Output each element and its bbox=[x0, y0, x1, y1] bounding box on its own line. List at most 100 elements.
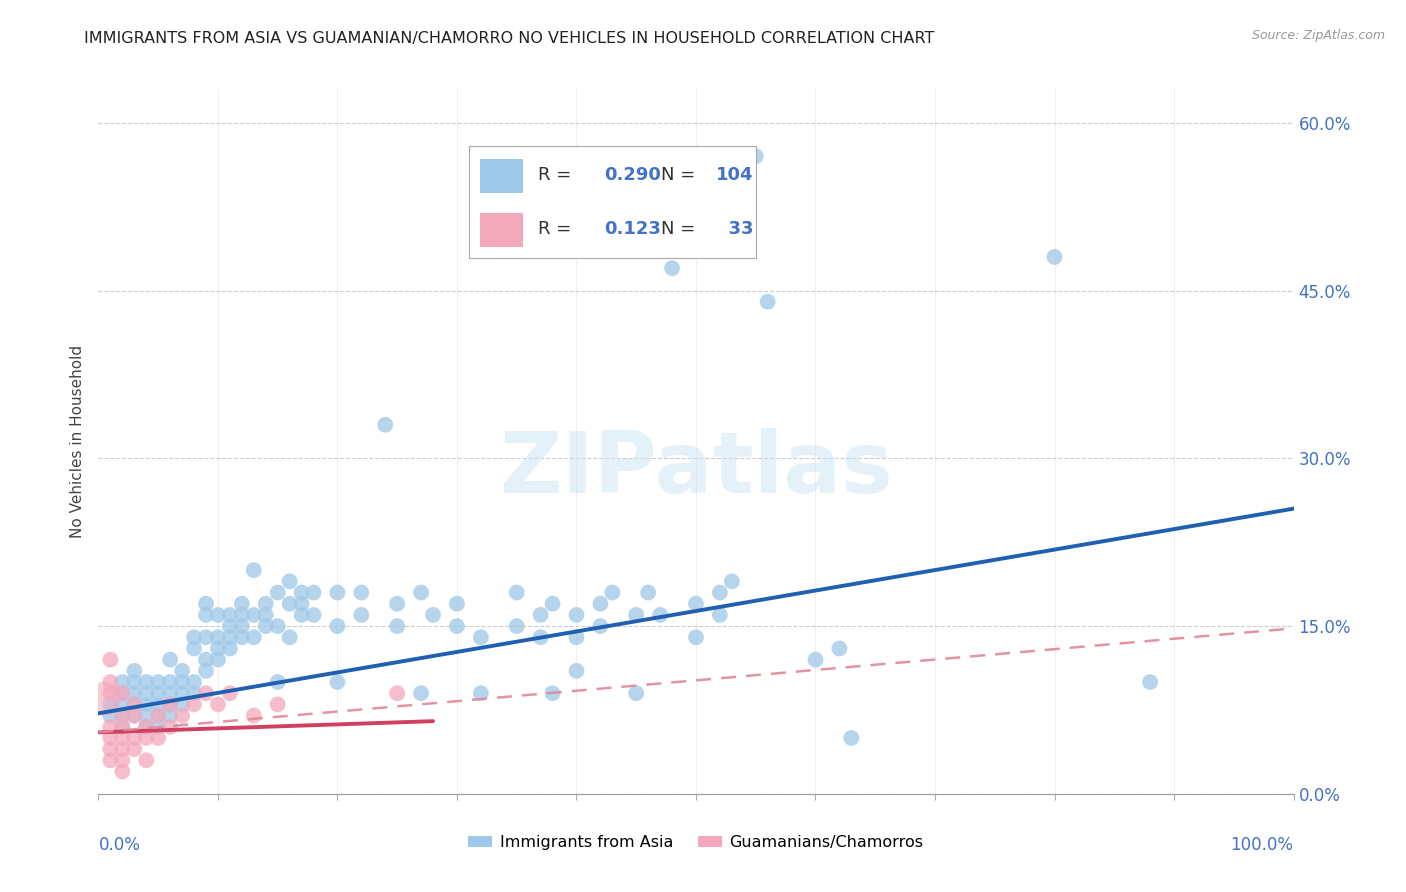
Point bbox=[411, 585, 433, 599]
Point bbox=[135, 686, 157, 700]
Point bbox=[385, 686, 409, 700]
Point bbox=[159, 698, 181, 712]
Point bbox=[172, 686, 194, 700]
Point bbox=[446, 619, 468, 633]
Point bbox=[195, 630, 218, 644]
Point bbox=[135, 731, 157, 745]
Point bbox=[98, 720, 122, 734]
Point bbox=[207, 698, 229, 712]
Point bbox=[756, 294, 779, 309]
Point bbox=[291, 597, 314, 611]
Point bbox=[207, 641, 229, 656]
Point bbox=[98, 753, 122, 767]
Point bbox=[530, 607, 553, 622]
Text: N =: N = bbox=[661, 166, 702, 184]
Point bbox=[159, 708, 181, 723]
Point bbox=[231, 630, 253, 644]
Point bbox=[565, 607, 588, 622]
Text: ZIPatlas: ZIPatlas bbox=[499, 428, 893, 511]
Point bbox=[172, 708, 194, 723]
Point bbox=[267, 585, 290, 599]
Point bbox=[219, 641, 242, 656]
Point bbox=[195, 664, 218, 678]
Point bbox=[124, 731, 146, 745]
Point bbox=[541, 597, 564, 611]
Point bbox=[183, 641, 205, 656]
Point bbox=[124, 742, 146, 756]
Point bbox=[278, 574, 301, 589]
Point bbox=[148, 675, 170, 690]
Text: Source: ZipAtlas.com: Source: ZipAtlas.com bbox=[1251, 29, 1385, 42]
Point bbox=[135, 753, 157, 767]
Point bbox=[183, 686, 205, 700]
Point bbox=[243, 607, 266, 622]
Point bbox=[291, 607, 314, 622]
Point bbox=[302, 585, 325, 599]
Point bbox=[661, 216, 683, 230]
Point bbox=[159, 675, 181, 690]
Point bbox=[124, 686, 146, 700]
Point bbox=[148, 686, 170, 700]
Point bbox=[159, 653, 181, 667]
Point bbox=[1043, 250, 1066, 264]
Text: N =: N = bbox=[661, 220, 702, 238]
Point bbox=[111, 675, 134, 690]
Point bbox=[506, 619, 529, 633]
Legend: Immigrants from Asia, Guamanians/Chamorros: Immigrants from Asia, Guamanians/Chamorr… bbox=[463, 829, 929, 856]
Point bbox=[98, 686, 122, 700]
Point bbox=[172, 698, 194, 712]
Point bbox=[124, 708, 146, 723]
Text: 0.0%: 0.0% bbox=[98, 836, 141, 855]
Point bbox=[111, 686, 134, 700]
Point bbox=[111, 708, 134, 723]
Point bbox=[148, 698, 170, 712]
Text: 104: 104 bbox=[716, 166, 754, 184]
Point bbox=[565, 630, 588, 644]
Text: 0.290: 0.290 bbox=[603, 166, 661, 184]
Bar bbox=[481, 159, 523, 193]
Point bbox=[183, 675, 205, 690]
Point bbox=[159, 698, 181, 712]
Point bbox=[135, 708, 157, 723]
Point bbox=[841, 731, 863, 745]
Point bbox=[135, 720, 157, 734]
Point bbox=[135, 698, 157, 712]
Point bbox=[422, 607, 444, 622]
Point bbox=[195, 597, 218, 611]
Point bbox=[685, 597, 707, 611]
Point bbox=[243, 708, 266, 723]
Point bbox=[709, 607, 731, 622]
Point bbox=[302, 607, 325, 622]
Point bbox=[709, 585, 731, 599]
Point bbox=[219, 630, 242, 644]
Y-axis label: No Vehicles in Household: No Vehicles in Household bbox=[70, 345, 86, 538]
Point bbox=[411, 686, 433, 700]
Point bbox=[148, 731, 170, 745]
Point bbox=[124, 698, 146, 712]
Point bbox=[98, 731, 122, 745]
Point bbox=[721, 574, 744, 589]
Point bbox=[648, 607, 672, 622]
Point bbox=[254, 597, 277, 611]
Point bbox=[124, 664, 146, 678]
Point bbox=[98, 742, 122, 756]
Point bbox=[135, 675, 157, 690]
Point bbox=[589, 597, 612, 611]
Point bbox=[1139, 675, 1161, 690]
Point bbox=[385, 597, 409, 611]
Point bbox=[124, 698, 146, 712]
Point bbox=[626, 686, 648, 700]
Point bbox=[111, 731, 134, 745]
Point bbox=[541, 686, 564, 700]
Point bbox=[135, 720, 157, 734]
Point bbox=[195, 607, 218, 622]
Point bbox=[254, 607, 277, 622]
Point bbox=[111, 720, 134, 734]
Point bbox=[207, 630, 229, 644]
Point bbox=[231, 619, 253, 633]
Point bbox=[267, 619, 290, 633]
Text: 0.123: 0.123 bbox=[603, 220, 661, 238]
Point bbox=[374, 417, 396, 432]
Point bbox=[111, 764, 134, 779]
Point bbox=[98, 698, 122, 712]
